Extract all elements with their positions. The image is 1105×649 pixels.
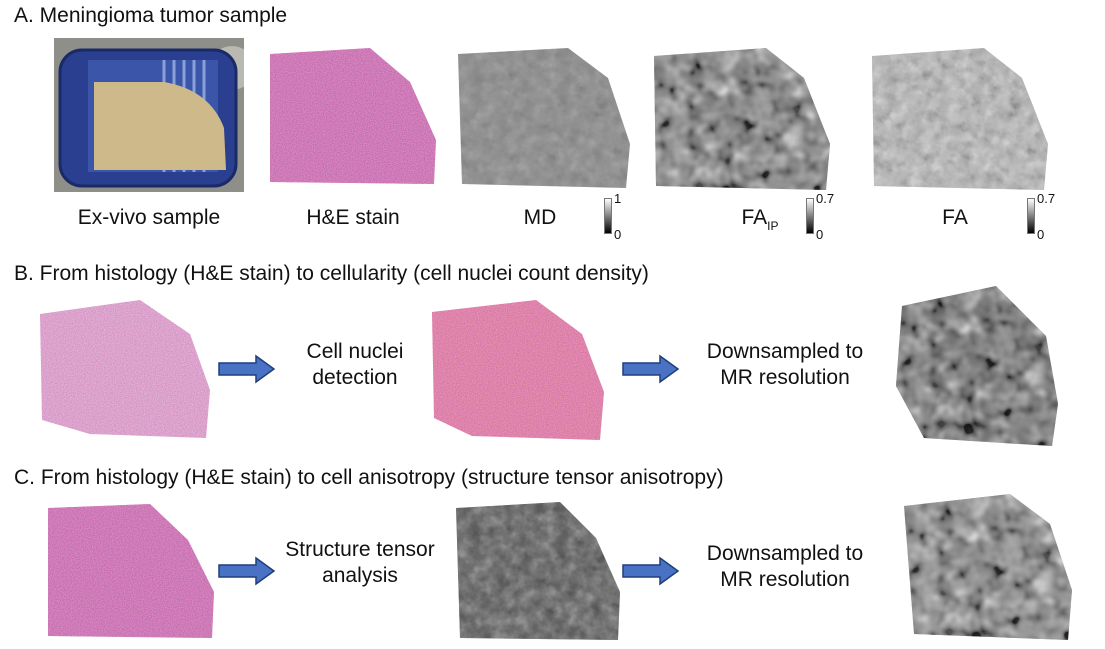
b-step1-line1: Cell nuclei [306, 340, 404, 363]
faip-label-sub: IP [767, 219, 779, 233]
faip-map-image [654, 48, 830, 190]
md-colorbar [604, 198, 612, 234]
c-arrow-2 [622, 556, 680, 586]
fa-colorbar-max: 0.7 [1037, 191, 1056, 206]
section-a-heading: A. Meningioma tumor sample [14, 4, 288, 27]
he-stain-label: H&E stain [306, 206, 400, 229]
b-step1-line2: detection [312, 366, 398, 389]
b-arrow-1 [218, 354, 276, 384]
c-step1-label: Structure tensor analysis [270, 537, 450, 589]
md-label: MD [523, 206, 557, 229]
c-step1-line1: Structure tensor [285, 538, 435, 561]
faip-colorbar [806, 198, 814, 234]
c-step2-line1: Downsampled to [706, 542, 864, 565]
fa-map-image [872, 48, 1048, 190]
b-step2-label: Downsampled to MR resolution [700, 339, 870, 391]
faip-label-main: FA [741, 206, 768, 229]
faip-label: FAIP [720, 206, 800, 233]
he-stain-image [270, 48, 436, 184]
b-cellularity-map [896, 286, 1058, 446]
c-step2-line2: MR resolution [720, 568, 850, 591]
fa-colorbar [1027, 198, 1035, 234]
c-anisotropy-map [904, 494, 1072, 640]
faip-colorbar-max: 0.7 [816, 191, 835, 206]
md-colorbar-min: 0 [614, 227, 622, 242]
exvivo-label: Ex-vivo sample [77, 206, 221, 229]
section-b-heading: B. From histology (H&E stain) to cellula… [14, 262, 649, 285]
exvivo-sample-photo [54, 38, 244, 192]
b-step2-line2: MR resolution [720, 366, 850, 389]
section-c-heading: C. From histology (H&E stain) to cell an… [14, 466, 724, 489]
md-colorbar-max: 1 [614, 191, 622, 206]
b-he-image [40, 300, 210, 438]
faip-colorbar-min: 0 [816, 227, 824, 242]
b-arrow-2 [622, 354, 680, 384]
c-arrow-1 [218, 556, 276, 586]
fa-label: FA [942, 206, 968, 229]
b-step2-line1: Downsampled to [706, 340, 864, 363]
b-step1-label: Cell nuclei detection [280, 339, 430, 391]
c-step2-label: Downsampled to MR resolution [700, 541, 870, 593]
c-he-image [48, 504, 214, 638]
c-structure-tensor-image [456, 502, 620, 640]
md-map-image [458, 48, 630, 188]
fa-colorbar-min: 0 [1037, 227, 1045, 242]
c-step1-line2: analysis [322, 564, 398, 587]
b-nuclei-image [432, 300, 604, 440]
